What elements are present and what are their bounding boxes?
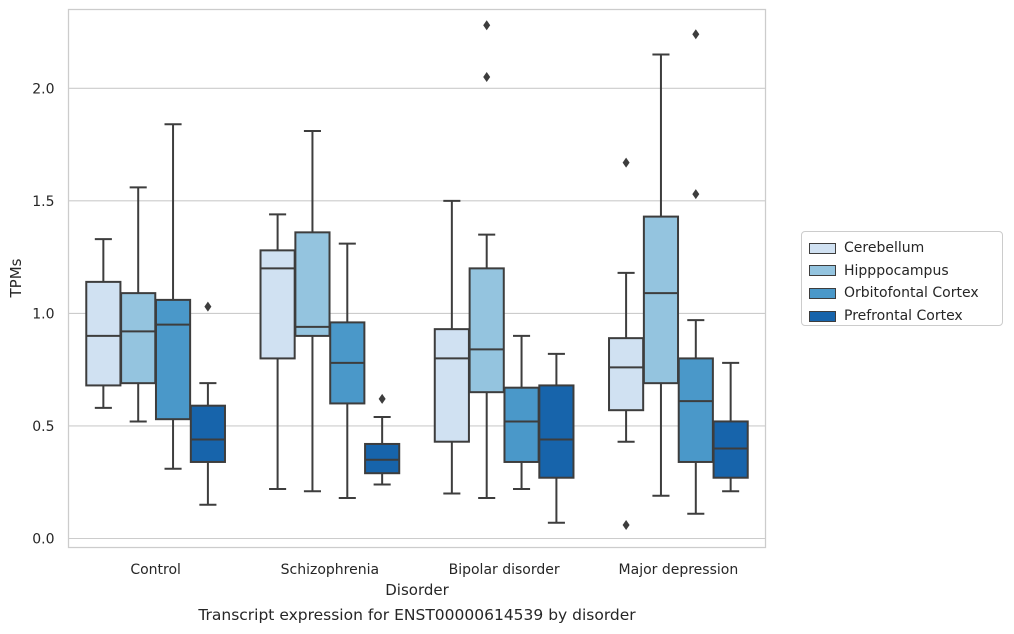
x-tick-label: Bipolar disorder [449,562,560,578]
box-body [468,267,505,394]
box [433,199,470,495]
series-group [154,29,714,515]
outlier-point [204,301,212,312]
box [189,301,226,506]
series-group [189,301,749,524]
outlier-point [622,157,630,168]
y-tick-labels: 0.0 0.5 1.0 1.5 2.0 [32,81,54,547]
x-tick-labels: Control Schizophrenia Bipolar disorder Majo… [130,562,738,578]
box [608,157,645,530]
outlier-point [692,189,700,200]
box [154,123,192,470]
box-body [538,384,575,479]
outlier-point [378,393,386,404]
box-body [85,280,122,387]
box [538,352,575,524]
box-body [259,249,296,360]
legend-label: Prefrontal Cortex [844,308,963,325]
legend-item: Prefrontal Cortex [808,305,1002,328]
box-series [85,20,749,530]
y-tick-label: 2.0 [32,81,54,97]
outlier-point [622,519,630,530]
outlier-point [692,29,700,40]
x-tick-label: Control [130,562,181,578]
box-body [712,420,749,479]
box [503,334,540,490]
series-group [120,20,680,499]
box [642,53,680,497]
legend-swatch [809,287,836,299]
box [294,130,331,493]
box-body [642,215,680,385]
legend-swatch [809,310,836,322]
legend-item: Cerebellum [808,237,1002,260]
legend-label: Hipppocampus [844,262,949,279]
legend-swatch [809,242,836,254]
legend: Cerebellum Hipppocampus Orbitofontal Corte… [801,231,1003,326]
box-body [677,357,714,463]
box-body [294,231,331,337]
box [329,242,366,499]
legend-swatch [809,265,836,277]
x-tick-label: Schizophrenia [281,562,379,578]
y-tick-label: 1.5 [32,194,54,210]
y-tick-label: 0.0 [32,531,54,547]
y-tick-label: 0.5 [32,419,54,435]
x-tick-label: Major depression [619,562,739,578]
legend-label: Cerebellum [844,240,925,257]
y-axis-label: TPMs [7,258,25,298]
box [120,186,157,423]
figure-caption: Transcript expression for ENST0000061453… [198,606,636,624]
box-body [120,292,157,385]
x-axis-label: Disorder [385,581,449,599]
box [259,213,296,490]
box-body [154,298,192,421]
box-body [433,328,470,443]
box [712,361,749,493]
outlier-point [483,20,491,31]
legend-item: Orbitofontal Cortex [808,282,1002,305]
y-tick-label: 1.0 [32,306,54,322]
plot-frame [67,8,767,549]
box [677,29,714,515]
box [85,238,122,409]
outlier-point [483,72,491,83]
box-body [608,337,645,412]
legend-item: Hipppocampus [808,260,1002,283]
box [364,393,401,486]
box-body [503,386,540,463]
legend-label: Orbitofontal Cortex [844,285,979,302]
box-body [364,442,401,475]
box-body [189,404,226,463]
box [468,20,505,499]
